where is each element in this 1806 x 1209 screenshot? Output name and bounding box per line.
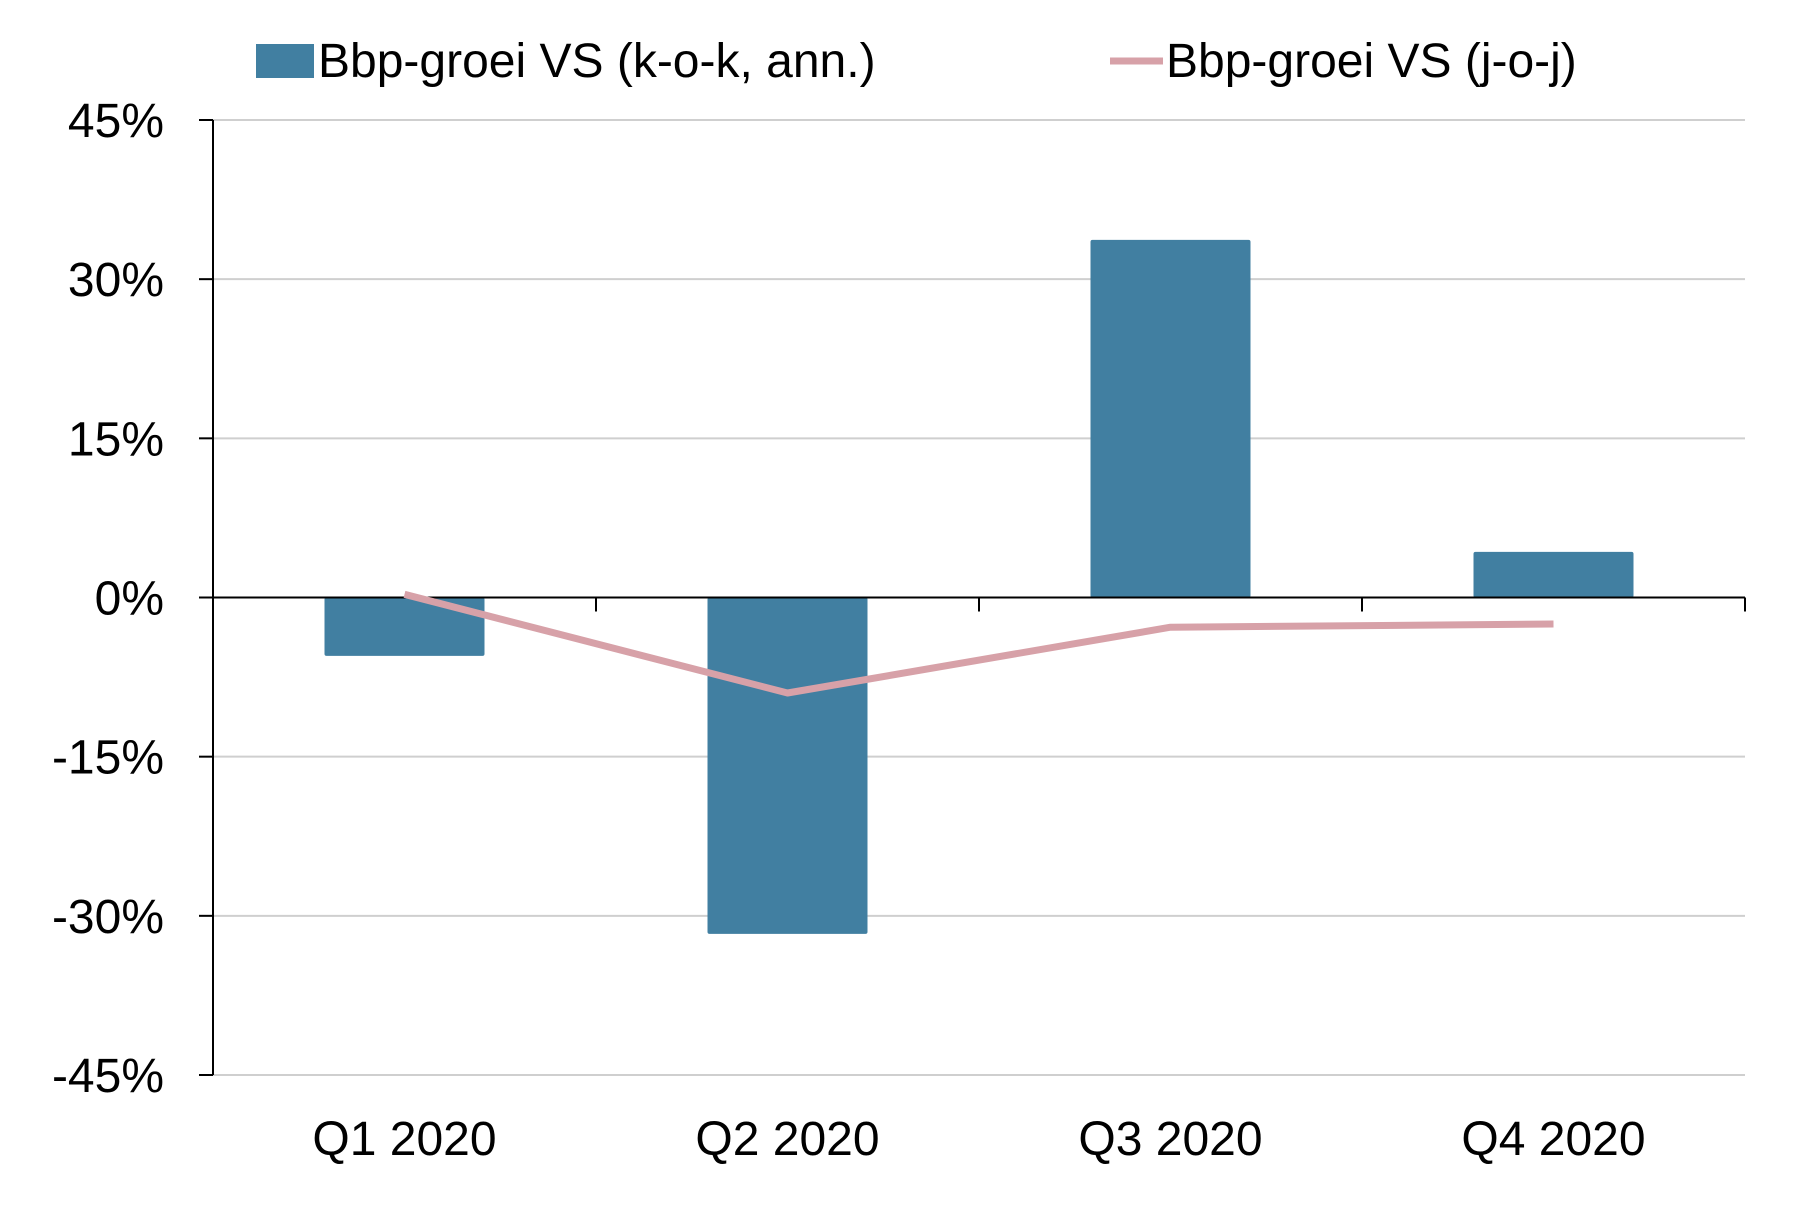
axes — [199, 119, 1746, 1076]
y-tick-label: -30% — [52, 891, 164, 944]
x-tick-label: Q1 2020 — [312, 1113, 496, 1166]
bar-q3-2020 — [1090, 239, 1251, 598]
y-tick-label: -45% — [52, 1050, 164, 1103]
y-tick-label: 30% — [68, 254, 164, 307]
bar-q4-2020 — [1473, 551, 1634, 598]
y-tick-label: -15% — [52, 732, 164, 785]
bar-q1-2020 — [324, 597, 485, 656]
x-tick-label: Q4 2020 — [1461, 1113, 1645, 1166]
x-tick-label: Q3 2020 — [1078, 1113, 1262, 1166]
legend-label-bar-series: Bbp-groei VS (k-o-k, ann.) — [318, 35, 876, 88]
line-series — [403, 590, 1554, 697]
bar-series — [324, 239, 1634, 934]
y-tick-label: 45% — [68, 95, 164, 148]
bar-q2-2020 — [707, 597, 868, 934]
x-axis-tick-labels: Q1 2020 Q2 2020 Q3 2020 Q4 2020 — [312, 1113, 1645, 1166]
gridlines — [213, 119, 1745, 1076]
legend: Bbp-groei VS (k-o-k, ann.) Bbp-groei VS … — [256, 35, 1577, 88]
y-tick-label: 0% — [95, 573, 164, 626]
x-tick-label: Q2 2020 — [695, 1113, 879, 1166]
line-bbp-groei-j-o-j — [403, 590, 1554, 697]
legend-swatch-bar — [256, 44, 314, 78]
legend-label-line-series: Bbp-groei VS (j-o-j) — [1166, 35, 1577, 88]
y-tick-label: 15% — [68, 413, 164, 466]
y-axis-tick-labels: 45% 30% 15% 0% -15% -30% -45% — [52, 95, 164, 1103]
